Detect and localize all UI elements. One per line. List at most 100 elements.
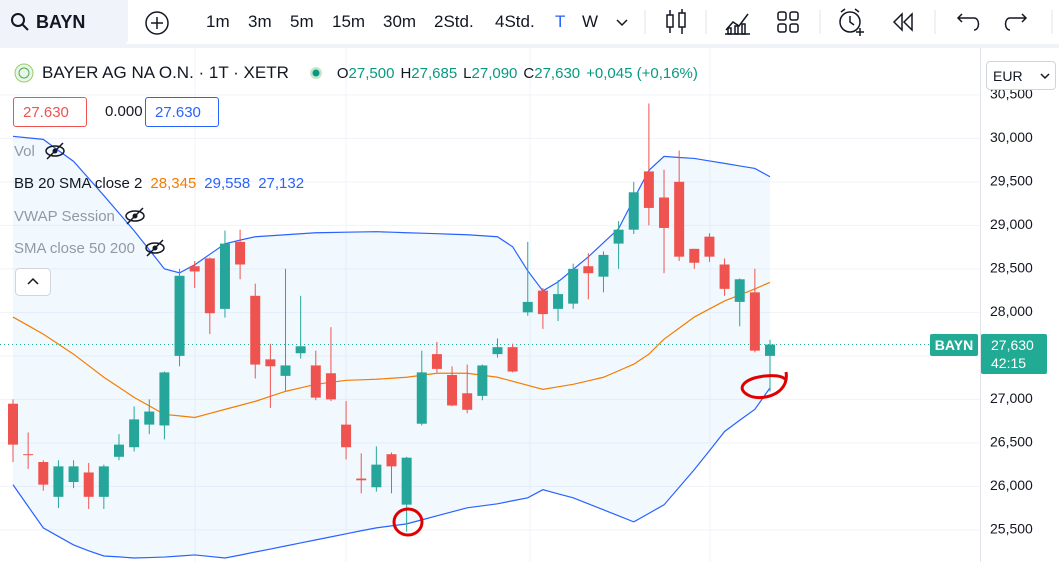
candle-body	[416, 372, 427, 424]
hidden-icon[interactable]	[143, 238, 167, 258]
price-badge: 27,630 42:15	[981, 333, 1047, 374]
y-tick-label: 25,500	[990, 521, 1033, 537]
interval[interactable]: 30m	[383, 12, 417, 31]
indicator: SMA close 50 200	[14, 238, 167, 258]
annotation-circle	[392, 507, 424, 537]
y-tick-label: 28,500	[990, 260, 1033, 276]
indicator: Vol	[14, 141, 67, 161]
candle-body	[250, 295, 261, 365]
interval[interactable]: 15m	[332, 12, 366, 31]
candles-icon[interactable]	[666, 9, 686, 34]
interval[interactable]: 5m	[290, 12, 314, 31]
candle-body	[704, 236, 715, 257]
redo-icon[interactable]	[1004, 13, 1028, 31]
interval[interactable]: 1m	[206, 12, 230, 31]
candle-body	[492, 347, 503, 355]
hidden-icon[interactable]	[43, 141, 67, 161]
indicator-name: BB 20 SMA close 2	[14, 175, 143, 192]
currency: EUR	[993, 68, 1023, 84]
symbol-search[interactable]: BAYN	[0, 0, 128, 44]
hidden-icon[interactable]	[123, 206, 147, 226]
symbol-legend: BAYER AG NA O.N. · 1T · XETR O27,500 H27,…	[14, 63, 698, 83]
indicator-line	[12, 387, 771, 559]
y-tick-label: 27,000	[990, 390, 1033, 406]
search-icon	[11, 13, 29, 31]
change: +0,045 (+0,16%)	[586, 64, 698, 82]
price-box: 0.000	[105, 103, 143, 120]
y-tick-label: 28,000	[990, 303, 1033, 319]
candle-body	[462, 393, 473, 410]
ohlc-value: 27,685	[411, 65, 458, 82]
candle-body	[553, 294, 564, 309]
layouts-icon[interactable]	[777, 11, 799, 33]
ohlc-value: 27,090	[471, 65, 518, 82]
candle-body	[719, 264, 730, 289]
candle-body	[447, 375, 458, 406]
candle-body	[341, 424, 352, 448]
candle-body	[280, 365, 291, 376]
indicator: VWAP Session	[14, 206, 147, 226]
add-symbol[interactable]	[144, 10, 170, 36]
interval[interactable]: 2Std.	[434, 12, 474, 31]
candle-body	[235, 241, 246, 265]
ohlc-value: 27,630	[534, 65, 581, 82]
candle-body	[689, 248, 700, 263]
candle-body	[159, 372, 170, 426]
indicator-name: VWAP Session	[14, 207, 115, 225]
ohlc-key: O	[336, 65, 349, 82]
indicator-value: 29,558	[204, 175, 251, 192]
interval-dropdown[interactable]	[614, 14, 630, 30]
candle-body	[734, 279, 745, 302]
candle-body	[613, 229, 624, 244]
candle-body	[8, 403, 18, 445]
price-box: 27.630	[145, 97, 219, 127]
candle-body	[219, 243, 230, 309]
candle-body	[83, 472, 94, 497]
candle-body	[53, 466, 64, 497]
indicator-line	[12, 281, 771, 419]
candle-body	[356, 478, 367, 481]
plot-bg	[0, 48, 980, 562]
candle-body	[659, 197, 670, 228]
symbol: BAYN	[36, 11, 86, 32]
chevron	[1040, 73, 1050, 80]
indicators-icon[interactable]	[725, 13, 750, 35]
toolbar-icons	[644, 8, 1053, 36]
indicator: BB 20 SMA close 2 28,345 29,558 27,132	[14, 175, 304, 192]
candle-body	[765, 344, 775, 356]
candle-body	[144, 411, 155, 425]
band-fill	[13, 136, 770, 558]
candle-body	[371, 464, 382, 488]
ohlc-key: H	[400, 65, 412, 82]
symbol-badge: BAYN	[930, 333, 978, 356]
candle-body	[295, 346, 306, 354]
candle-body	[38, 462, 49, 485]
candle-body	[643, 171, 654, 208]
interval[interactable]: T	[555, 12, 566, 31]
candle-body	[189, 266, 200, 272]
undo-icon[interactable]	[956, 13, 980, 31]
price-box: 27.630	[13, 97, 87, 127]
candle-body	[477, 365, 488, 396]
ohlc-key: C	[523, 65, 535, 82]
indicator-value: 27,132	[258, 175, 305, 192]
alert-icon[interactable]	[839, 8, 864, 36]
y-tick-label: 26,500	[990, 434, 1033, 450]
collapse-button[interactable]	[15, 268, 51, 296]
y-tick-label: 29,500	[990, 173, 1033, 189]
candle-body	[113, 444, 124, 457]
interval[interactable]: 3m	[248, 12, 272, 31]
replay-icon[interactable]	[892, 12, 913, 32]
candle-body	[401, 457, 412, 505]
interval[interactable]: 4Std.	[495, 12, 535, 31]
interval[interactable]: W	[582, 12, 599, 31]
price-axis-bg	[980, 48, 1059, 562]
symbol-logo	[14, 63, 34, 83]
annotation-circle	[740, 371, 788, 400]
candle-body	[598, 254, 609, 277]
candle-body	[749, 292, 760, 351]
candle-body	[583, 266, 594, 274]
y-tick-label: 26,000	[990, 477, 1033, 493]
currency-select[interactable]: EUR	[986, 61, 1056, 90]
